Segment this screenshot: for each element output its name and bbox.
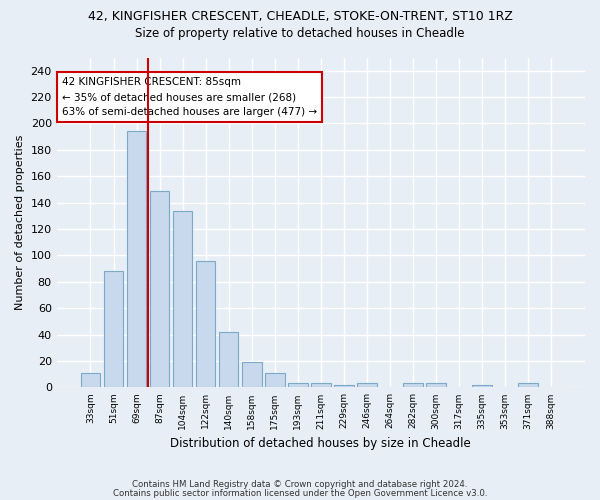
Bar [288, 384, 308, 388]
Bar [219, 332, 238, 388]
Text: Contains HM Land Registry data © Crown copyright and database right 2024.: Contains HM Land Registry data © Crown c… [132, 480, 468, 489]
Text: 42, KINGFISHER CRESCENT, CHEADLE, STOKE-ON-TRENT, ST10 1RZ: 42, KINGFISHER CRESCENT, CHEADLE, STOKE-… [88, 10, 512, 23]
Bar [472, 385, 492, 388]
Bar [196, 260, 215, 388]
X-axis label: Distribution of detached houses by size in Cheadle: Distribution of detached houses by size … [170, 437, 471, 450]
Bar [334, 385, 353, 388]
Bar [242, 362, 262, 388]
Y-axis label: Number of detached properties: Number of detached properties [15, 135, 25, 310]
Bar [311, 384, 331, 388]
Text: 42 KINGFISHER CRESCENT: 85sqm
← 35% of detached houses are smaller (268)
63% of : 42 KINGFISHER CRESCENT: 85sqm ← 35% of d… [62, 78, 317, 117]
Bar [403, 384, 423, 388]
Bar [127, 132, 146, 388]
Bar [150, 191, 169, 388]
Bar [265, 373, 284, 388]
Bar [173, 210, 193, 388]
Bar [104, 272, 123, 388]
Bar [518, 384, 538, 388]
Text: Size of property relative to detached houses in Cheadle: Size of property relative to detached ho… [135, 28, 465, 40]
Bar [357, 384, 377, 388]
Bar [426, 384, 446, 388]
Bar [80, 373, 100, 388]
Text: Contains public sector information licensed under the Open Government Licence v3: Contains public sector information licen… [113, 490, 487, 498]
